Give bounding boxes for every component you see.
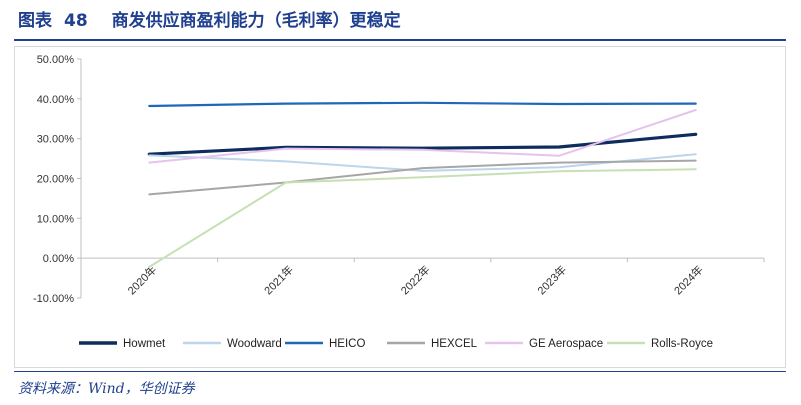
series-line-heico	[148, 101, 697, 108]
legend-item: HEICO	[285, 338, 365, 350]
legend-label: HEXCEL	[431, 338, 478, 350]
gross-margin-line-chart: -10.00% 0.00% 10.00% 20.00% 30.00% 40.00% 50.0…	[33, 54, 765, 350]
title-rule	[14, 39, 786, 41]
legend-label: GE Aerospace	[529, 338, 603, 350]
legend-label: HEICO	[329, 338, 365, 350]
x-tick-label: 2020年	[124, 262, 159, 297]
figure-title: 图表 48 商发供应商盈利能力（毛利率）更稳定	[18, 6, 401, 31]
figure-number: 48	[64, 11, 88, 31]
figure-title-prefix: 图表	[18, 11, 52, 31]
figure-title-text: 商发供应商盈利能力（毛利率）更稳定	[111, 11, 401, 31]
y-tick-label: 50.00%	[37, 54, 75, 66]
y-tick-label: 20.00%	[37, 174, 75, 186]
x-tick-label: 2023年	[534, 262, 569, 297]
y-tick-label: 10.00%	[37, 213, 75, 225]
legend-label: Howmet	[123, 338, 166, 350]
y-tick-label: -10.00%	[33, 293, 74, 305]
series-line-ge-aerospace	[148, 109, 697, 164]
x-tick-label: 2021年	[261, 262, 296, 297]
legend-item: Rolls-Royce	[607, 338, 713, 350]
y-tick-label: 40.00%	[37, 94, 75, 106]
bottom-rule	[14, 371, 786, 372]
y-tick-label: 30.00%	[37, 134, 75, 146]
source-note: 资料来源：Wind，华创证券	[18, 381, 195, 397]
series-line-hexcel	[148, 159, 697, 196]
y-tick-label: 0.00%	[43, 253, 74, 265]
legend-label: Rolls-Royce	[651, 338, 713, 350]
series-line-howmet	[147, 132, 698, 156]
legend-item: Howmet	[79, 338, 166, 350]
series-line-rolls-royce	[148, 168, 697, 268]
legend-item: HEXCEL	[387, 338, 478, 350]
x-tick-label: 2022年	[398, 262, 433, 297]
legend-item: Woodward	[183, 338, 282, 350]
legend-item: GE Aerospace	[485, 338, 603, 350]
legend-label: Woodward	[227, 338, 282, 350]
x-tick-label: 2024年	[671, 262, 706, 297]
chart-frame: -10.00% 0.00% 10.00% 20.00% 30.00% 40.00% 50.0…	[14, 46, 786, 368]
